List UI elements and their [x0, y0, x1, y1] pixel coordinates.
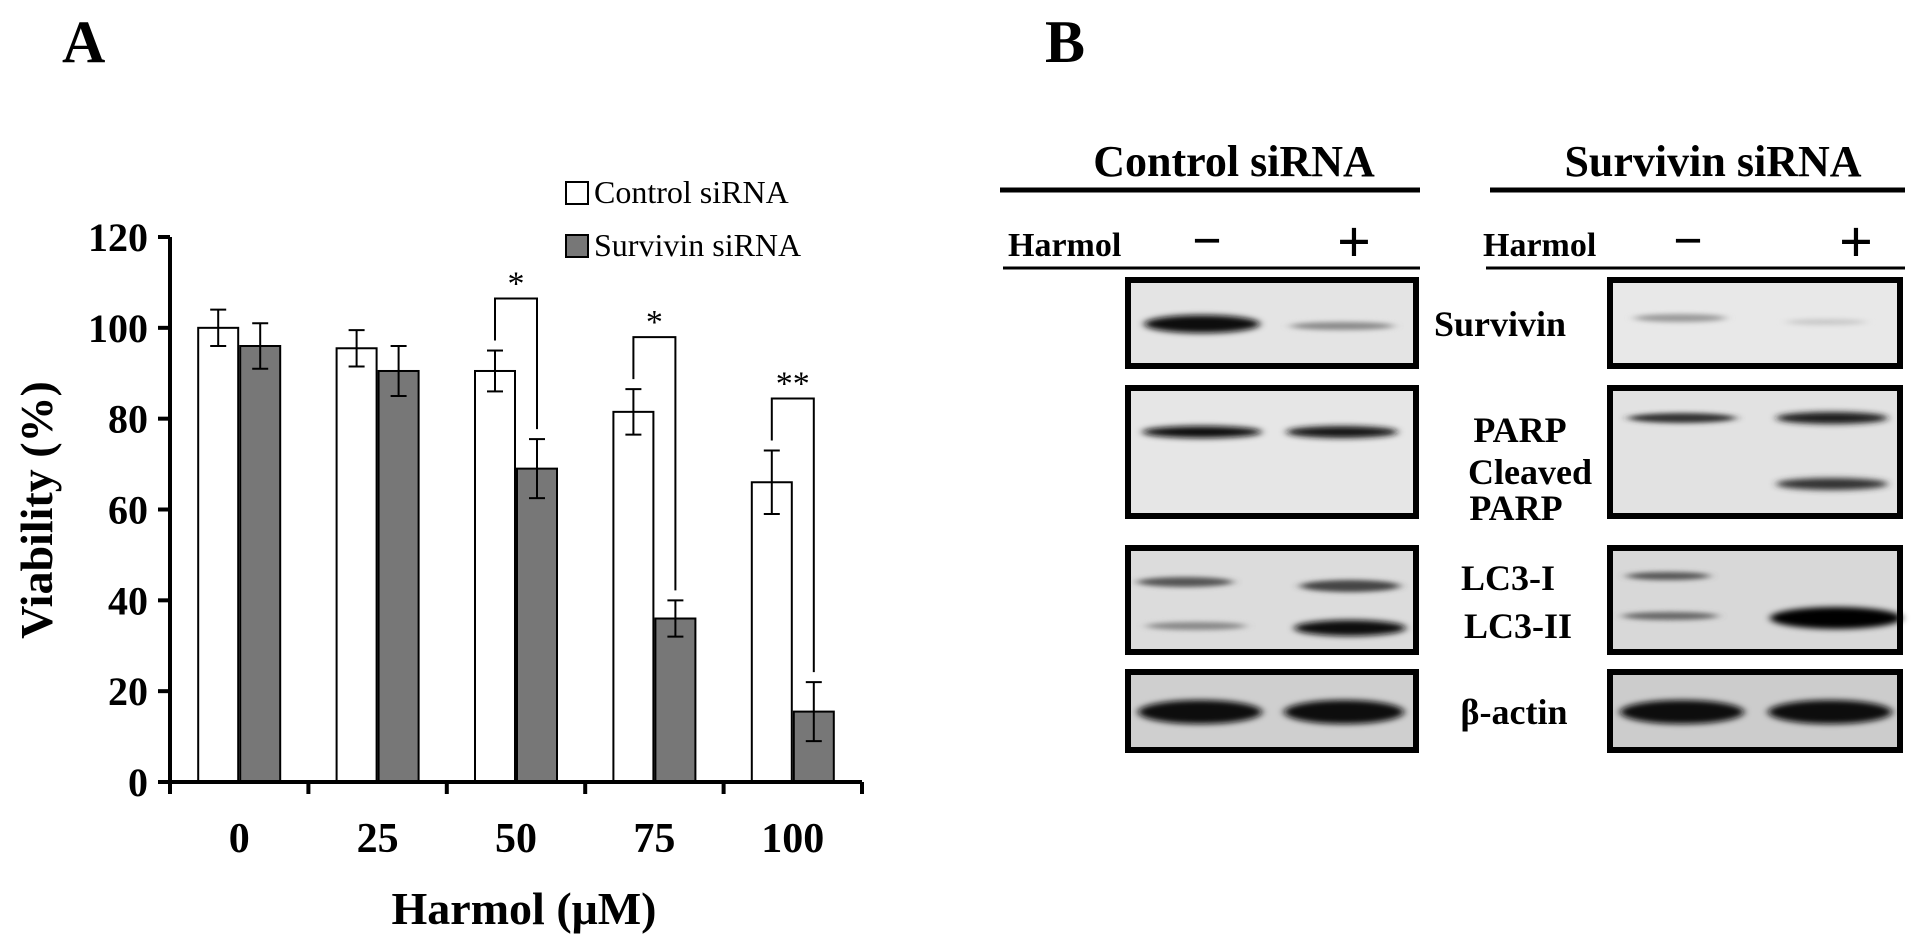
blot-lc3-knockdown: [1607, 545, 1903, 655]
blot-parp-knockdown: [1607, 385, 1903, 519]
label-cleaved: Cleaved: [1468, 452, 1592, 492]
significance-marker: *: [646, 304, 663, 341]
legend-swatch-control: [565, 181, 589, 205]
bar-control: [750, 481, 793, 783]
label-beta-actin: β-actin: [1461, 692, 1568, 732]
treatment-label-survivin: Harmol: [1483, 227, 1596, 264]
blot-survivin-control: [1125, 277, 1419, 369]
y-tick-label: 100: [88, 306, 148, 351]
x-tick-label: 75: [633, 816, 675, 862]
bar-survivin: [654, 617, 697, 783]
significance-bracket: [494, 297, 538, 430]
blot-parp-control: [1125, 385, 1419, 519]
bar-control: [335, 347, 378, 783]
error-bars: [210, 308, 822, 743]
label-parp: PARP: [1473, 410, 1566, 450]
blot-survivin-knockdown: [1607, 277, 1903, 369]
y-tick-label: 120: [88, 215, 148, 260]
y-axis-ticks: 0 20 40 60 80 100 120: [88, 215, 170, 805]
panel-b-label: B: [1045, 9, 1085, 75]
bar-survivin: [377, 369, 420, 783]
significance-brackets: ****: [494, 266, 815, 673]
significance-marker: *: [508, 266, 525, 303]
x-tick-label: 0: [229, 816, 250, 862]
minus-control: −: [1192, 213, 1222, 270]
legend-label-survivin: Survivin siRNA: [594, 227, 801, 263]
y-axis-label: Viability (%): [11, 381, 62, 639]
label-cleaved-parp: PARP: [1469, 488, 1562, 528]
western-blot-panel: Control siRNA Harmol − + Survivin siRNA …: [1000, 137, 1905, 753]
legend-swatch-survivin: [565, 234, 589, 258]
bar-control: [474, 369, 516, 783]
bar-survivin: [239, 345, 282, 783]
bars: [197, 326, 835, 784]
bar-survivin: [516, 467, 558, 783]
minus-survivin: −: [1673, 213, 1703, 270]
group-title-control: Control siRNA: [1093, 137, 1375, 186]
x-axis-ticks: 0 25 50 75 100: [168, 782, 864, 862]
label-lc3-i: LC3-I: [1461, 558, 1555, 598]
y-tick-label: 80: [108, 397, 148, 442]
plus-survivin: +: [1839, 209, 1873, 275]
plus-control: +: [1337, 209, 1371, 275]
significance-bracket: [770, 397, 815, 673]
y-tick-label: 60: [108, 488, 148, 533]
bar-control: [197, 326, 240, 783]
y-tick-label: 40: [108, 578, 148, 623]
treatment-label-control: Harmol: [1008, 227, 1121, 264]
x-axis-label: Harmol (μM): [392, 883, 657, 934]
x-tick-label: 100: [761, 816, 824, 862]
x-tick-label: 25: [357, 816, 399, 862]
panel-a-label: A: [62, 9, 105, 75]
blot-actin-control: [1125, 669, 1419, 753]
y-tick-label: 0: [128, 760, 148, 805]
significance-bracket: [632, 336, 677, 591]
y-tick-label: 20: [108, 669, 148, 714]
group-title-survivin: Survivin siRNA: [1564, 137, 1861, 186]
label-survivin: Survivin: [1434, 304, 1566, 344]
x-tick-label: 50: [495, 816, 537, 862]
bar-control: [612, 410, 655, 783]
significance-marker: **: [776, 365, 810, 402]
label-lc3-ii: LC3-II: [1464, 606, 1572, 646]
legend-label-control: Control siRNA: [594, 174, 789, 210]
legend: Control siRNA Survivin siRNA: [565, 174, 801, 263]
blot-lc3-control: [1125, 545, 1419, 655]
blot-actin-knockdown: [1607, 669, 1903, 753]
